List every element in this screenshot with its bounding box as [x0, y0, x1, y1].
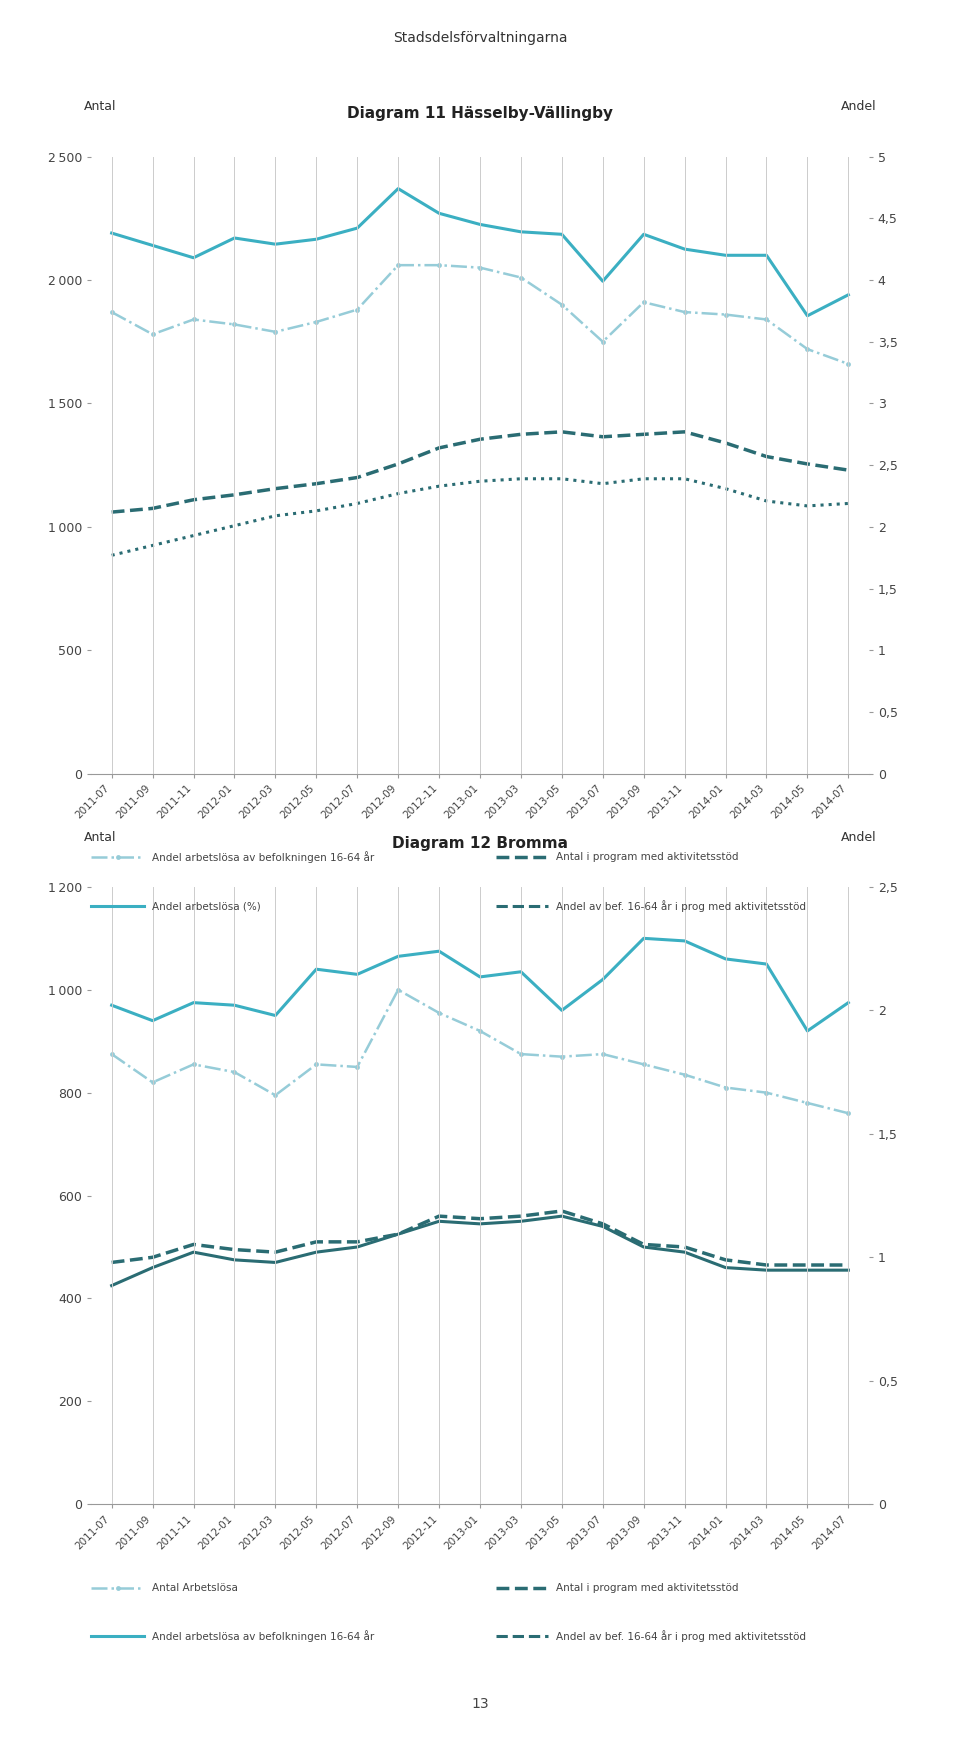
Text: Stadsdelsförvaltningarna: Stadsdelsförvaltningarna — [393, 31, 567, 45]
Text: 13: 13 — [471, 1697, 489, 1711]
Text: Andel arbetslösa av befolkningen 16-64 år: Andel arbetslösa av befolkningen 16-64 å… — [152, 1631, 374, 1642]
Text: Antal i program med aktivitetsstöd: Antal i program med aktivitetsstöd — [556, 1582, 738, 1593]
Text: Andel: Andel — [841, 101, 876, 113]
Text: Andel arbetslösa av befolkningen 16-64 år: Andel arbetslösa av befolkningen 16-64 å… — [152, 852, 374, 863]
Text: Andel: Andel — [841, 831, 876, 843]
Text: Andel av bef. 16-64 år i prog med aktivitetsstöd: Andel av bef. 16-64 år i prog med aktivi… — [556, 1631, 806, 1642]
Text: Antal i program med aktivitetsstöd: Antal i program med aktivitetsstöd — [556, 852, 738, 863]
Title: Diagram 11 Hässelby-Vällingby: Diagram 11 Hässelby-Vällingby — [347, 106, 613, 120]
Text: Antal Arbetslösa: Antal Arbetslösa — [152, 1582, 237, 1593]
Text: Andel av bef. 16-64 år i prog med aktivitetsstöd: Andel av bef. 16-64 år i prog med aktivi… — [556, 901, 806, 911]
Text: Andel arbetslösa (%): Andel arbetslösa (%) — [152, 901, 260, 911]
Text: Antal: Antal — [84, 831, 116, 843]
Title: Diagram 12 Bromma: Diagram 12 Bromma — [392, 836, 568, 850]
Text: Antal: Antal — [84, 101, 116, 113]
